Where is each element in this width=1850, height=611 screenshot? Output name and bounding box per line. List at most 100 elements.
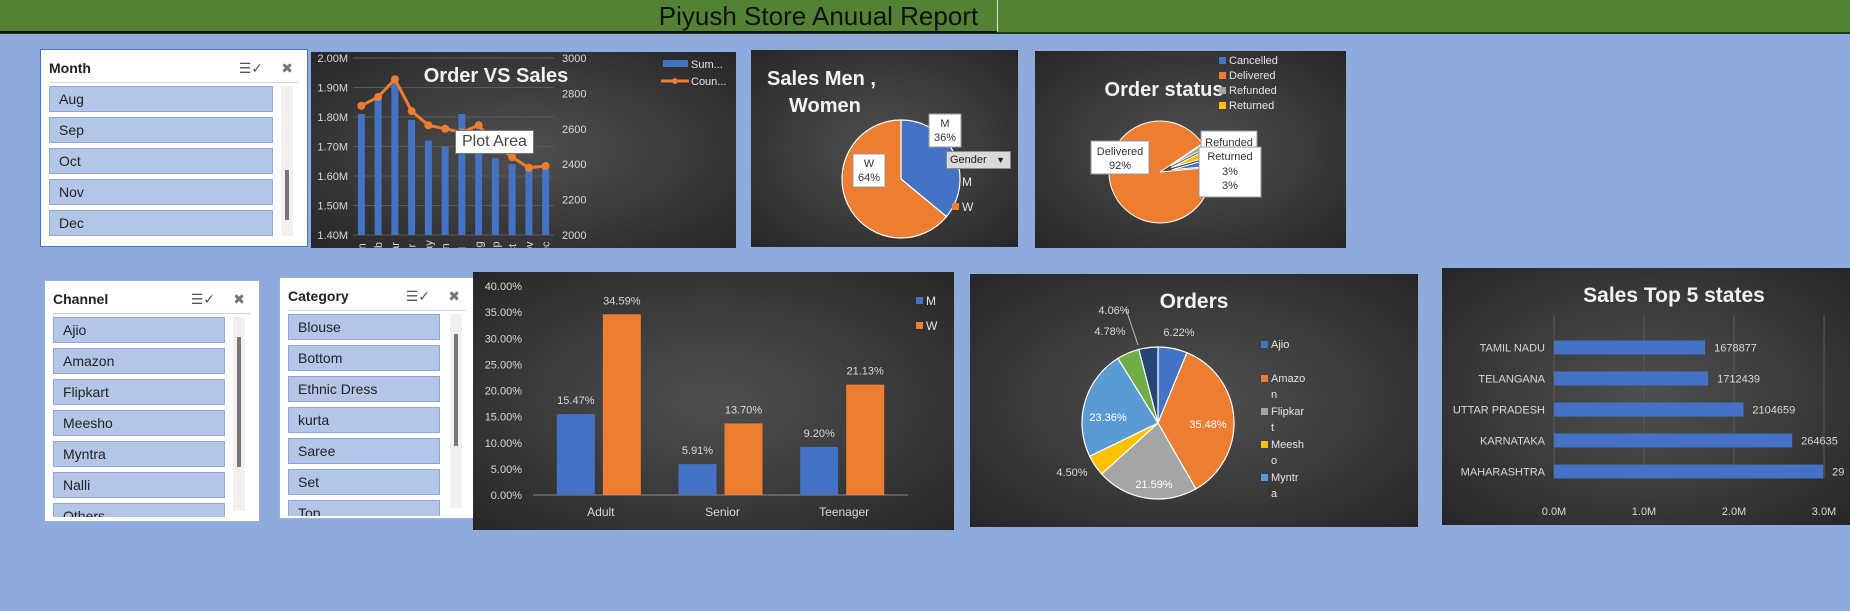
left-tick-label: 1.90M [317, 83, 348, 95]
month-item-dec[interactable]: Dec [49, 210, 273, 236]
legend-label-cancelled: Cancelled [1229, 55, 1278, 67]
month-item-aug[interactable]: Aug [49, 86, 273, 112]
month-item-nov[interactable]: Nov [49, 179, 273, 205]
month-item-oct[interactable]: Oct [49, 148, 273, 174]
sales-bar-feb [374, 99, 382, 235]
legend-swatch-w [916, 322, 923, 329]
legend-swatch-sum [663, 60, 688, 67]
category-item-kurta[interactable]: kurta [288, 407, 440, 433]
legend-swatch-myntra [1261, 474, 1268, 481]
channel-item-nalli[interactable]: Nalli [53, 472, 225, 498]
orders-point-mar [390, 75, 399, 84]
sales-bar-aug [475, 149, 483, 235]
category-slicer[interactable]: Category ☰✓ ✖ Blouse Bottom Ethnic Dress… [279, 277, 475, 519]
sales-gender-chart[interactable]: Sales Men , Women M 36% W 64% M W Gender ▼ [751, 50, 1018, 247]
pie-slice-amazon [1157, 351, 1235, 490]
month-slicer-scrollbar[interactable] [281, 86, 293, 236]
w-label-name: W [864, 158, 875, 170]
channel-slicer[interactable]: Channel ☰✓ ✖ Ajio Amazon Flipkart Meesho… [44, 280, 260, 522]
clear-filter-icon[interactable]: ✖ [233, 291, 245, 307]
sales-bar-mar [391, 81, 399, 235]
category-item-saree[interactable]: Saree [288, 438, 440, 464]
channel-item-myntra[interactable]: Myntra [53, 441, 225, 467]
legend-label-sum: Sum... [691, 59, 723, 71]
category-item-blouse[interactable]: Blouse [288, 314, 440, 340]
orders-channel-chart[interactable]: Orders 6.22% 35.48% 21.59% 4.50% 23.36% 4.78%… [970, 274, 1418, 527]
clear-filter-icon[interactable]: ✖ [281, 60, 293, 76]
channel-item-flipkart[interactable]: Flipkart [53, 379, 225, 405]
month-item-sep[interactable]: Sep [49, 117, 273, 143]
legend-swatch-meesho [1261, 441, 1268, 448]
w-label-box [852, 153, 886, 188]
legend-swatch-delivered [1219, 72, 1226, 79]
y-tick-label-uttar-pradesh: UTTAR PRADESH [1453, 405, 1545, 417]
title-underline [0, 31, 997, 33]
report-title: Piyush Store Anuual Report [658, 1, 979, 31]
legend-label-flipkart-0: Flipkar [1271, 406, 1304, 418]
order-vs-sales-chart[interactable]: Order VS Sales 2.00M 1.90M 1.80M 1.70M 1.60M… [311, 52, 736, 248]
order-status-chart[interactable]: Order status Cancelled Delivered Refunded R… [1035, 51, 1346, 248]
x-tick-label: Jun [440, 243, 452, 248]
clear-filter-icon[interactable]: ✖ [448, 288, 460, 304]
gender-filter-button[interactable]: Gender ▼ [946, 151, 1011, 169]
data-label-uttar-pradesh: 2104659 [1752, 405, 1795, 417]
channel-item-others[interactable]: Others [53, 503, 225, 517]
x-tick-label: Aug [474, 241, 486, 248]
bar-adult-m [556, 414, 595, 495]
returned-label-name: Returned [1207, 151, 1252, 163]
legend-label-amazon-0: Amazo [1271, 373, 1305, 385]
category-item-top[interactable]: Top [288, 500, 440, 516]
data-label-myntra: 23.36% [1089, 412, 1127, 424]
multiselect-icon[interactable]: ☰✓ [405, 288, 430, 304]
legend-swatch-m [916, 297, 923, 304]
right-tick-label: 2800 [562, 88, 586, 100]
y-tick-label: 5.00% [491, 464, 522, 476]
channel-item-meesho[interactable]: Meesho [53, 410, 225, 436]
bar-uttar-pradesh [1554, 402, 1744, 417]
legend-swatch-returned [1219, 102, 1226, 109]
left-tick-label: 2.00M [317, 53, 348, 65]
channel-item-amazon[interactable]: Amazon [53, 348, 225, 374]
category-item-set[interactable]: Set [288, 469, 440, 495]
legend-marker-count [672, 78, 678, 84]
channel-slicer-scroll-thumb[interactable] [237, 337, 241, 467]
top-states-title: Sales Top 5 states [1583, 284, 1765, 307]
right-tick-label: 2200 [562, 195, 586, 207]
data-label-senior-w: 13.70% [725, 404, 763, 416]
x-tick-label: Oct [507, 244, 519, 248]
title-bar: Piyush Store Anuual Report [0, 0, 1850, 34]
order-status-title: Order status [1105, 79, 1224, 101]
orders-point-aug [474, 121, 483, 130]
data-label-karnataka: 264635 [1801, 436, 1838, 448]
month-slicer-scroll-thumb[interactable] [285, 170, 289, 220]
gender-filter-label: Gender [950, 154, 987, 166]
top-states-chart[interactable]: Sales Top 5 states 0.0M 1.0M 2.0M 3.0M TAMIL… [1442, 268, 1850, 525]
legend-label-returned: Returned [1229, 100, 1274, 112]
legend-label-w: W [962, 200, 974, 214]
age-gender-chart[interactable]: 40.00% 35.00% 30.00% 25.00% 20.00% 15.00% 10.0… [473, 272, 954, 530]
month-slicer[interactable]: Month ☰✓ ✖ Aug Sep Oct Nov Dec [40, 49, 308, 247]
multiselect-icon[interactable]: ☰✓ [190, 291, 215, 307]
x-tick-label: Jan [356, 243, 368, 248]
y-tick-label: 10.00% [485, 438, 523, 450]
channel-items-viewport: Ajio Amazon Flipkart Meesho Myntra Nalli… [45, 315, 261, 517]
x-tick-label: Mar [390, 242, 402, 248]
m-label-box [928, 113, 962, 148]
category-item-ethnic-dress[interactable]: Ethnic Dress [288, 376, 440, 402]
data-label-telangana: 1712439 [1717, 374, 1760, 386]
legend-swatch-ajio [1261, 341, 1268, 348]
pie-slice-w [841, 119, 948, 239]
left-tick-label: 1.60M [317, 171, 348, 183]
bar-senior-m [678, 464, 717, 495]
category-item-bottom[interactable]: Bottom [288, 345, 440, 371]
m-label-pct: 36% [934, 132, 956, 144]
top-states-svg: Sales Top 5 states 0.0M 1.0M 2.0M 3.0M TAMIL… [1453, 284, 1844, 518]
category-slicer-scroll-thumb[interactable] [454, 334, 458, 446]
channel-item-ajio[interactable]: Ajio [53, 317, 225, 343]
y-tick-label-maharashtra: MAHARASHTRA [1461, 467, 1546, 479]
data-label-maharashtra: 29 [1832, 467, 1844, 479]
y-tick-label: 15.00% [485, 412, 523, 424]
multiselect-icon[interactable]: ☰✓ [238, 60, 263, 76]
order-vs-sales-svg: Order VS Sales 2.00M 1.90M 1.80M 1.70M 1.60M… [317, 53, 726, 248]
bar-telangana [1554, 371, 1709, 386]
